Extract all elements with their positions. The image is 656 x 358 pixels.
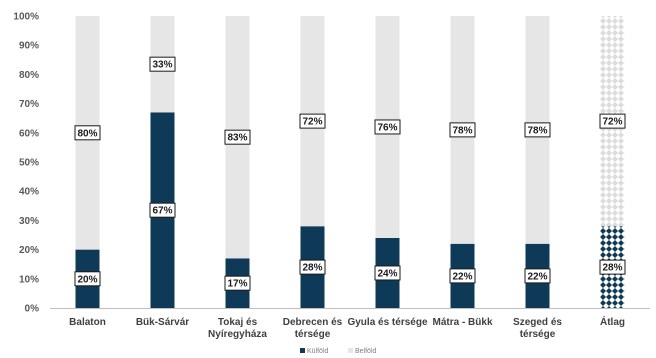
data-label-box xyxy=(599,113,626,129)
y-tick-label: 50% xyxy=(19,158,39,169)
data-label-text: 28% xyxy=(602,263,622,274)
data-label-text: 22% xyxy=(452,271,472,282)
y-tick-label: 80% xyxy=(19,70,39,81)
data-label-box xyxy=(299,113,326,129)
data-label: 28% xyxy=(299,259,326,275)
y-tick-label: 90% xyxy=(19,41,39,52)
y-tick-label: 100% xyxy=(13,12,39,23)
data-label-text: 72% xyxy=(302,117,322,128)
legend-label: Külföld xyxy=(307,348,329,355)
legend: Külföld Belföld xyxy=(300,348,377,355)
data-label-box xyxy=(299,259,326,275)
legend-swatch xyxy=(348,348,353,353)
data-label-text: 33% xyxy=(152,60,172,71)
data-label-box xyxy=(374,265,401,281)
y-tick-label: 60% xyxy=(19,128,39,139)
y-tick-label: 20% xyxy=(19,245,39,256)
y-tick-label: 30% xyxy=(19,216,39,227)
legend-item-kulfold: Külföld xyxy=(300,348,329,355)
data-label-text: 76% xyxy=(377,122,397,133)
y-axis: 0% 10% 20% 30% 40% 50% 60% 70% 80% 90% 100% xyxy=(13,12,39,315)
data-label: 78% xyxy=(449,122,476,138)
y-tick-label: 70% xyxy=(19,99,39,110)
x-category-label: Tokaj és Nyíregyháza xyxy=(208,317,267,340)
x-category-label: Szeged és térsége xyxy=(513,317,562,340)
data-label: 17% xyxy=(224,275,251,291)
data-label-box xyxy=(374,119,401,135)
y-tick-label: 40% xyxy=(19,187,39,198)
y-tick-label: 0% xyxy=(25,304,40,315)
data-label: 28% xyxy=(599,259,626,275)
data-label-box xyxy=(524,122,551,138)
data-label: 22% xyxy=(449,268,476,284)
data-label-box xyxy=(149,56,176,72)
data-label-text: 83% xyxy=(227,133,247,144)
data-label-text: 24% xyxy=(377,268,397,279)
legend-label: Belföld xyxy=(355,348,377,355)
y-tick-label: 10% xyxy=(19,274,39,285)
data-label: 24% xyxy=(374,265,401,281)
data-label: 80% xyxy=(74,125,101,141)
data-label: 72% xyxy=(599,113,626,129)
legend-item-belfold: Belföld xyxy=(348,348,377,355)
data-label-box xyxy=(224,129,251,145)
x-category-label: Bük-Sárvár xyxy=(136,317,189,328)
data-labels: 20% 80% 67% 33% 17% 83% 28% 72% 24% 76% 22% 78% 22% 7… xyxy=(74,56,626,291)
data-label: 33% xyxy=(149,56,176,72)
data-label-box xyxy=(224,275,251,291)
data-label-box xyxy=(74,125,101,141)
data-label: 76% xyxy=(374,119,401,135)
x-category-label: Balaton xyxy=(69,317,106,328)
data-label-box xyxy=(449,268,476,284)
data-label: 67% xyxy=(149,202,176,218)
data-label-box xyxy=(74,271,101,287)
data-label-text: 22% xyxy=(527,271,547,282)
data-label: 72% xyxy=(299,113,326,129)
data-label-box xyxy=(449,122,476,138)
data-label-text: 17% xyxy=(227,279,247,290)
data-label-box xyxy=(524,268,551,284)
data-label: 22% xyxy=(524,268,551,284)
x-category-label: Debrecen és térsége xyxy=(283,317,343,340)
data-label: 78% xyxy=(524,122,551,138)
data-label-text: 80% xyxy=(77,128,97,139)
data-label: 20% xyxy=(74,271,101,287)
data-label-box xyxy=(599,259,626,275)
x-category-label: Mátra - Bükk xyxy=(432,317,492,328)
data-label-text: 78% xyxy=(527,125,547,136)
x-category-label: Gyula és térsége xyxy=(347,317,427,328)
legend-swatch xyxy=(300,348,305,353)
data-label: 83% xyxy=(224,129,251,145)
data-label-text: 78% xyxy=(452,125,472,136)
x-category-label: Átlag xyxy=(600,315,625,328)
data-label-box xyxy=(149,202,176,218)
data-label-text: 67% xyxy=(152,206,172,217)
x-axis: Balaton Bük-Sárvár Tokaj és Nyíregyháza Debr… xyxy=(69,315,625,340)
data-label-text: 20% xyxy=(77,274,97,285)
data-label-text: 28% xyxy=(302,263,322,274)
data-label-text: 72% xyxy=(602,117,622,128)
